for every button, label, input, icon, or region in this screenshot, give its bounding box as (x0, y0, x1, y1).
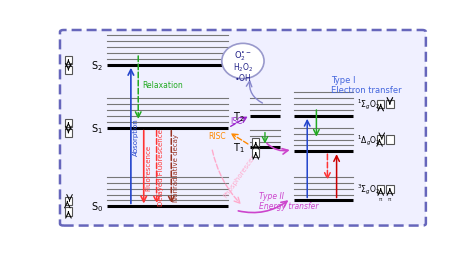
Bar (65, 67, 72, 75)
Text: $^1\Sigma_g$O$_2$: $^1\Sigma_g$O$_2$ (357, 98, 380, 112)
Bar (252, 139, 259, 147)
Text: T$_2$: T$_2$ (233, 110, 245, 123)
Text: S$_1$: S$_1$ (91, 121, 103, 135)
Text: $^1\Delta_g$O$_2$: $^1\Delta_g$O$_2$ (357, 133, 381, 147)
Text: Phosphorescence: Phosphorescence (223, 145, 263, 198)
Text: Type I
Electron transfer: Type I Electron transfer (331, 76, 401, 95)
Text: T$_1$: T$_1$ (233, 141, 245, 155)
Text: $^3\Sigma_g$O$_2$: $^3\Sigma_g$O$_2$ (357, 182, 380, 196)
Text: Delayed Fluorescence: Delayed Fluorescence (158, 129, 164, 206)
Bar (65, 129, 72, 137)
Text: Type II
Energy transfer: Type II Energy transfer (259, 191, 319, 210)
Text: Fluorescence: Fluorescence (146, 145, 152, 190)
Text: Relaxation: Relaxation (142, 80, 182, 89)
Bar (377, 136, 384, 144)
Text: S$_0$: S$_0$ (91, 200, 103, 213)
Bar (65, 119, 72, 127)
FancyBboxPatch shape (60, 31, 426, 226)
Text: Nonradiative decay: Nonradiative decay (173, 134, 179, 201)
Ellipse shape (222, 44, 264, 79)
Text: RISC: RISC (208, 132, 226, 140)
Text: Absorption: Absorption (133, 117, 139, 155)
Text: S$_2$: S$_2$ (91, 59, 103, 73)
Bar (386, 185, 393, 193)
Bar (65, 208, 72, 216)
Text: ISC: ISC (230, 116, 242, 125)
Text: π: π (388, 196, 392, 201)
Bar (377, 185, 384, 193)
Text: π: π (379, 196, 383, 201)
Text: H$_2$O$_2$: H$_2$O$_2$ (233, 61, 253, 74)
Bar (377, 101, 384, 109)
Text: O$_2^{\bullet-}$: O$_2^{\bullet-}$ (234, 49, 252, 63)
Bar (386, 101, 393, 109)
Bar (252, 149, 259, 157)
Bar (65, 197, 72, 205)
Text: $\bullet$OH: $\bullet$OH (234, 72, 252, 83)
Bar (386, 136, 393, 144)
Bar (65, 56, 72, 65)
